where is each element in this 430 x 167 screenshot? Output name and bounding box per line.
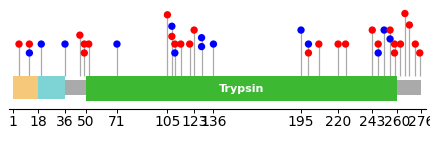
Point [369, 29, 376, 31]
Point [406, 24, 413, 26]
Point [210, 43, 217, 45]
Point [114, 43, 120, 45]
Point [402, 12, 408, 15]
Point [305, 52, 312, 54]
Point [381, 29, 387, 31]
Bar [38, 76, 65, 99]
Point [81, 43, 88, 45]
Point [38, 43, 45, 45]
Point [26, 52, 33, 54]
Text: Trypsin: Trypsin [219, 84, 264, 94]
Point [198, 36, 205, 39]
Point [190, 29, 197, 31]
Point [77, 34, 83, 36]
Point [81, 52, 88, 54]
Point [342, 43, 349, 45]
Point [15, 43, 22, 45]
Point [315, 43, 322, 45]
Point [164, 14, 171, 16]
Point [305, 43, 312, 45]
Point [335, 43, 341, 45]
Point [387, 29, 393, 31]
Point [387, 38, 393, 40]
Point [397, 43, 404, 45]
Point [26, 43, 33, 45]
Point [61, 43, 68, 45]
Point [177, 43, 184, 45]
Bar [65, 80, 86, 95]
Point [416, 52, 423, 54]
Point [375, 52, 382, 54]
Bar [13, 76, 38, 99]
Point [198, 45, 205, 48]
Point [85, 43, 92, 45]
Point [298, 29, 304, 31]
Bar [397, 80, 421, 95]
Point [412, 43, 419, 45]
Point [375, 43, 382, 45]
Point [169, 35, 175, 38]
Bar [86, 76, 397, 101]
Point [172, 52, 178, 54]
Point [391, 43, 398, 45]
Point [169, 25, 175, 28]
Point [172, 43, 178, 45]
Point [186, 43, 193, 45]
Point [391, 52, 398, 54]
